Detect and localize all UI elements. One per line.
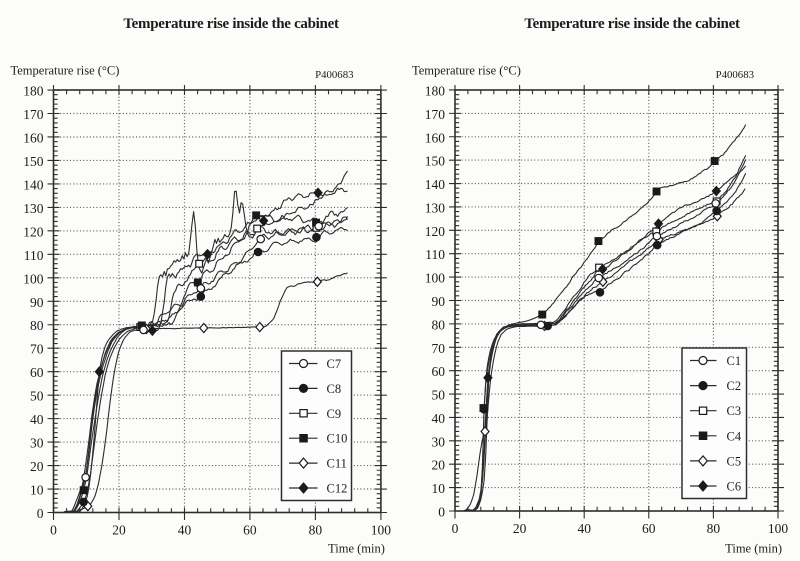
svg-text:180: 180: [23, 84, 44, 99]
svg-text:130: 130: [425, 200, 446, 215]
svg-text:P400683: P400683: [716, 69, 754, 81]
svg-text:80: 80: [432, 317, 446, 332]
svg-text:20: 20: [513, 521, 527, 536]
svg-text:130: 130: [23, 201, 44, 216]
svg-text:20: 20: [112, 523, 126, 538]
svg-text:Time (min): Time (min): [725, 542, 782, 556]
svg-text:90: 90: [432, 294, 446, 309]
svg-text:140: 140: [23, 177, 44, 192]
svg-text:C3: C3: [727, 404, 742, 418]
svg-text:C7: C7: [327, 357, 342, 371]
svg-text:C5: C5: [727, 454, 742, 468]
svg-text:0: 0: [37, 506, 44, 521]
svg-text:50: 50: [432, 388, 446, 403]
svg-text:20: 20: [30, 459, 44, 474]
svg-text:10: 10: [432, 481, 446, 496]
svg-text:40: 40: [30, 412, 44, 427]
svg-text:60: 60: [642, 521, 656, 536]
svg-text:120: 120: [23, 224, 44, 239]
svg-text:Temperature rise (°C): Temperature rise (°C): [11, 64, 120, 78]
svg-text:10: 10: [30, 483, 44, 498]
svg-text:140: 140: [425, 177, 446, 192]
svg-text:110: 110: [425, 247, 445, 262]
svg-text:170: 170: [23, 107, 44, 122]
svg-text:Temperature rise inside the ca: Temperature rise inside the cabinet: [524, 16, 740, 32]
svg-text:30: 30: [30, 436, 44, 451]
svg-text:100: 100: [23, 271, 44, 286]
svg-text:C6: C6: [727, 480, 742, 494]
svg-text:C10: C10: [327, 432, 348, 446]
svg-text:80: 80: [309, 523, 323, 538]
svg-text:150: 150: [425, 154, 446, 169]
svg-text:80: 80: [707, 521, 721, 536]
svg-text:70: 70: [432, 341, 446, 356]
svg-text:0: 0: [452, 521, 459, 536]
svg-text:Temperature rise (°C): Temperature rise (°C): [412, 64, 521, 78]
svg-text:P400683: P400683: [315, 69, 353, 81]
svg-text:170: 170: [425, 107, 446, 122]
svg-text:C4: C4: [727, 429, 742, 443]
svg-text:80: 80: [30, 318, 44, 333]
svg-text:0: 0: [438, 505, 445, 520]
svg-text:70: 70: [30, 342, 44, 357]
svg-text:110: 110: [24, 248, 44, 263]
svg-text:20: 20: [432, 458, 446, 473]
svg-text:150: 150: [23, 154, 44, 169]
svg-text:160: 160: [23, 131, 44, 146]
svg-text:40: 40: [432, 411, 446, 426]
svg-text:120: 120: [425, 224, 446, 239]
svg-text:C9: C9: [327, 407, 342, 421]
svg-text:C11: C11: [327, 457, 347, 471]
svg-text:100: 100: [768, 521, 789, 536]
svg-text:180: 180: [425, 84, 446, 99]
svg-text:40: 40: [178, 523, 192, 538]
svg-text:40: 40: [577, 521, 591, 536]
svg-text:100: 100: [371, 523, 392, 538]
svg-text:160: 160: [425, 130, 446, 145]
svg-text:C1: C1: [727, 354, 742, 368]
svg-text:60: 60: [432, 364, 446, 379]
svg-text:0: 0: [50, 523, 57, 538]
svg-text:Time (min): Time (min): [328, 542, 385, 556]
svg-text:C8: C8: [327, 382, 342, 396]
svg-text:C2: C2: [727, 379, 742, 393]
svg-text:60: 60: [30, 365, 44, 380]
svg-text:60: 60: [243, 523, 257, 538]
svg-text:Temperature rise inside the ca: Temperature rise inside the cabinet: [123, 16, 339, 32]
svg-text:C12: C12: [327, 482, 348, 496]
svg-text:30: 30: [432, 434, 446, 449]
svg-text:100: 100: [425, 271, 446, 286]
svg-text:50: 50: [30, 389, 44, 404]
svg-text:90: 90: [30, 295, 44, 310]
